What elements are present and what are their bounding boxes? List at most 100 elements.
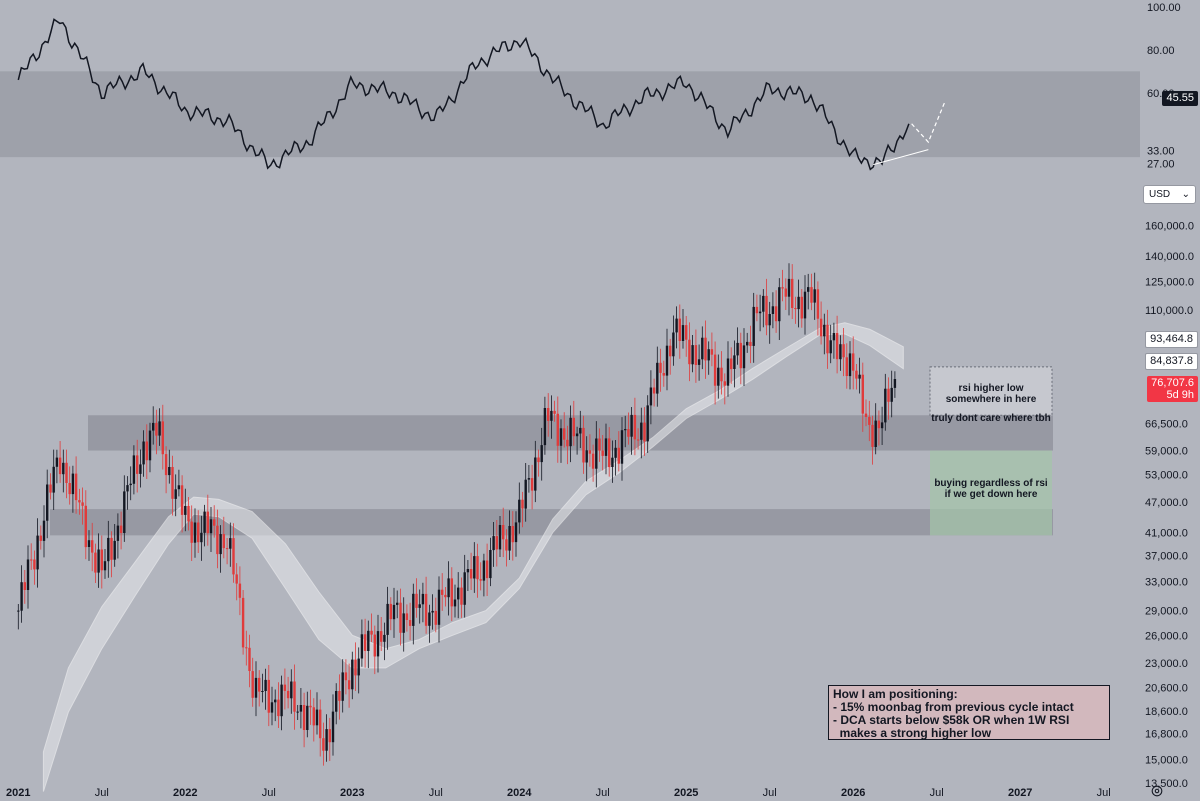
candle-body (518, 499, 521, 523)
candle-body (746, 341, 749, 346)
candle-body (399, 602, 402, 633)
axes: 100.0080.0060.0033.0027.00160,000.0140,0… (6, 2, 1194, 799)
candle-body (23, 582, 26, 590)
candle-body (68, 483, 71, 495)
time-tick-label: 2025 (674, 787, 698, 799)
candle-body (845, 357, 848, 376)
price-tick-label: 13,500.0 (1145, 778, 1188, 790)
candle-body (614, 447, 617, 458)
candle-body (52, 466, 55, 493)
currency-select[interactable]: USD ⌄ (1143, 185, 1196, 204)
candle-body (55, 457, 59, 467)
candle-body (848, 353, 852, 377)
candle-body (354, 659, 357, 676)
candle-body (800, 296, 803, 319)
candle-body (771, 306, 775, 314)
candle-body (553, 410, 556, 414)
candle-body (877, 420, 881, 429)
rsi-series-line (17, 18, 910, 171)
price-tick-label: 37,000.0 (1145, 551, 1188, 563)
candle-body (396, 602, 399, 605)
candle-body (380, 631, 383, 642)
candle-body (864, 413, 868, 417)
last-price-value: 76,707.6 (1151, 377, 1194, 389)
candle-body (694, 345, 698, 365)
candle-body (871, 424, 874, 447)
candle-body (608, 438, 611, 468)
candle-body (193, 522, 197, 543)
candle-body (855, 370, 858, 379)
rsi-pane[interactable] (0, 18, 1140, 171)
time-tick-label: Jul (429, 787, 443, 799)
price-pane[interactable] (17, 263, 1053, 792)
candle-body (17, 610, 20, 612)
candle-body (261, 691, 264, 692)
candle-body (293, 681, 296, 712)
candle-body (739, 342, 742, 369)
candle-body (309, 705, 312, 708)
candle-body (306, 705, 309, 730)
candle-body (701, 337, 704, 360)
candle-body (238, 583, 242, 598)
time-tick-label: 2027 (1008, 787, 1032, 799)
candle-body (277, 699, 280, 717)
gear-icon[interactable] (1150, 784, 1164, 798)
candle-body (726, 358, 730, 386)
candle-body (858, 374, 861, 379)
candle-body (466, 569, 470, 573)
candle-body (823, 324, 826, 337)
candle-body (341, 672, 344, 701)
candle-body (601, 450, 604, 456)
candle-body (733, 355, 736, 369)
positioning-note: How I am positioning: - 15% moonbag from… (828, 685, 1110, 740)
rsi-tick-label: 100.00 (1147, 2, 1181, 14)
candle-body (402, 613, 405, 633)
candle-body (344, 672, 348, 681)
candle-body (30, 559, 33, 561)
candle-body (126, 485, 129, 492)
candle-body (530, 478, 534, 491)
candle-body (65, 462, 68, 483)
rsi-tick-label: 27.00 (1147, 159, 1175, 171)
candle-body (624, 429, 627, 431)
candle-body (460, 587, 463, 605)
candle-body (363, 634, 367, 651)
candle-body (437, 589, 441, 625)
candle-body (774, 306, 778, 322)
candle-body (415, 593, 418, 608)
candle-body (604, 438, 608, 456)
price-tick-label: 47,000.0 (1145, 497, 1188, 509)
candle-body (145, 441, 148, 461)
candle-body (110, 537, 113, 560)
candle-body (171, 467, 174, 499)
candle-body (347, 680, 351, 690)
time-tick-label: 2026 (841, 787, 865, 799)
price-tick-label: 41,000.0 (1145, 528, 1188, 540)
candle-body (807, 287, 810, 292)
candle-body (139, 464, 142, 474)
candle-body (213, 519, 216, 526)
candle-body (656, 362, 659, 394)
candle-body (566, 439, 569, 447)
candle-body (556, 413, 559, 446)
candle-body (405, 613, 409, 620)
annotation-dont-care: truly dont care where tbh (931, 413, 1051, 424)
price-tick-label: 140,000.0 (1145, 251, 1194, 263)
time-tick-label: 2023 (340, 787, 364, 799)
candle-body (643, 422, 646, 442)
candle-body (152, 422, 155, 431)
price-tick-label: 59,000.0 (1145, 446, 1188, 458)
price-tick-label: 160,000.0 (1145, 221, 1194, 233)
bar-countdown: 5d 9h (1166, 389, 1194, 401)
candle-body (360, 634, 364, 659)
candle-body (540, 445, 543, 463)
ma-upper-badge: 93,464.8 (1145, 331, 1198, 348)
candle-body (42, 520, 46, 541)
candle-body (33, 559, 36, 570)
candle-body (495, 536, 498, 550)
rsi-projection-path (911, 101, 946, 144)
candle-body (267, 679, 270, 713)
candle-body (142, 441, 145, 465)
